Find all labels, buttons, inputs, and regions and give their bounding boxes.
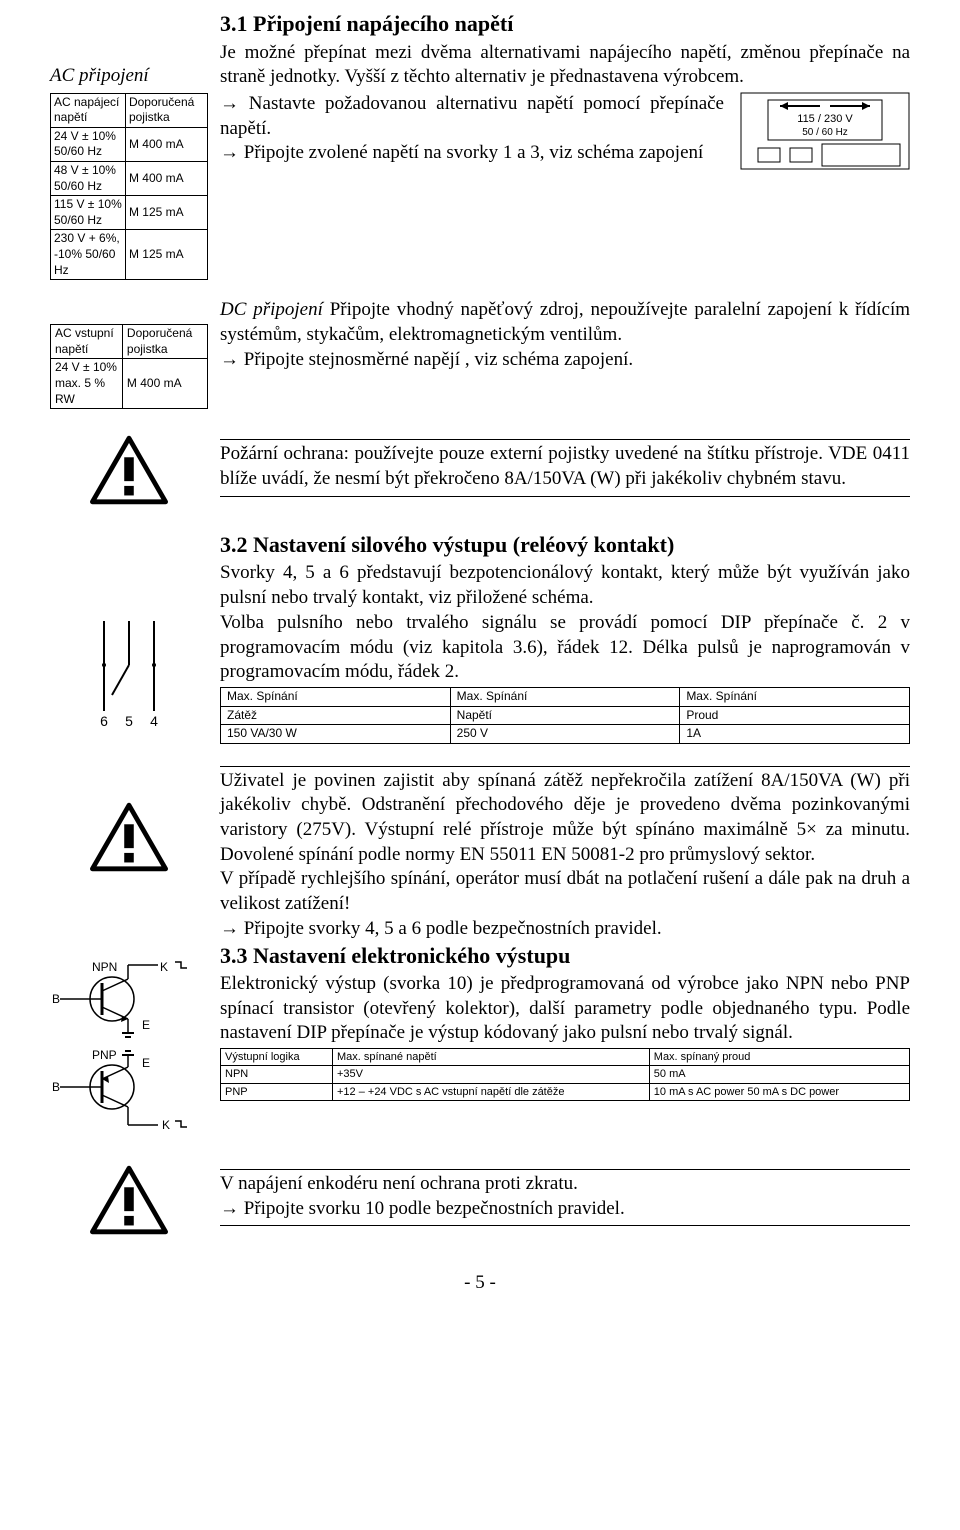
svg-text:5: 5 — [125, 713, 133, 729]
divider — [220, 496, 910, 497]
relay-rating-table: Max. SpínáníMax. SpínáníMax. Spínání Zát… — [220, 687, 910, 744]
bullet-set-alt: Nastavte požadovanou alternativu napětí … — [220, 92, 724, 141]
warning-1-icon-wrap — [50, 435, 220, 513]
warning-icon — [89, 1165, 169, 1243]
p-3-3: Elektronický výstup (svorka 10) je předp… — [220, 972, 910, 1046]
voltage-switch-diagram: 115 / 230 V 50 / 60 Hz — [740, 92, 910, 178]
section-3-1-body: 3.1 Připojení napájecího napětí Je možné… — [220, 10, 910, 178]
divider — [220, 1169, 910, 1170]
dc-section: AC vstupní napětíDoporučená pojistka 24 … — [50, 298, 910, 409]
dc-label: DC připojení — [220, 299, 323, 320]
svg-text:50 / 60 Hz: 50 / 60 Hz — [802, 127, 848, 138]
relay-contact-diagram: 6 5 4 — [84, 621, 174, 731]
warning-3-body: V napájení enkodéru není ochrana proti z… — [220, 1165, 910, 1228]
warn3-text: V napájení enkodéru není ochrana proti z… — [220, 1172, 910, 1197]
warning-1: Požární ochrana: používejte pouze extern… — [50, 435, 910, 513]
divider — [220, 766, 910, 767]
divider — [220, 439, 910, 440]
heading-3-1: 3.1 Připojení napájecího napětí — [220, 10, 910, 39]
body-warn2-3-3: Uživatel je povinen zajistit aby spínaná… — [220, 762, 910, 1101]
ac-fuse-table: AC napájecí napětíDoporučená pojistka 24… — [50, 93, 208, 281]
warning-icon — [89, 802, 169, 880]
svg-text:B: B — [52, 992, 60, 1006]
warn3-bullet: Připojte svorku 10 podle bezpečnostních … — [220, 1197, 910, 1222]
dc-p1: Připojte vhodný napěťový zdroj, nepoužív… — [220, 299, 910, 345]
dc-fuse-table: AC vstupní napětíDoporučená pojistka 24 … — [50, 324, 208, 409]
svg-text:NPN: NPN — [92, 960, 117, 974]
warning-3: V napájení enkodéru není ochrana proti z… — [50, 1165, 910, 1243]
ac-left-col: AC připojení AC napájecí napětíDoporučen… — [50, 10, 220, 280]
warning-icon — [89, 435, 169, 513]
dc-left-col: AC vstupní napětíDoporučená pojistka 24 … — [50, 298, 220, 409]
p-3-2-b: Volba pulsního nebo trvalého signálu se … — [220, 611, 910, 685]
ac-label: AC připojení — [50, 64, 208, 89]
ac-th-1: Doporučená pojistka — [125, 93, 207, 127]
heading-3-3: 3.3 Nastavení elektronického výstupu — [220, 942, 910, 971]
left-col-warn2-trans: NPN K B E PNP B — [50, 762, 220, 1147]
p-3-2-a: Svorky 4, 5 a 6 představují bezpotencion… — [220, 561, 910, 610]
dc-body: DC připojení Připojte vhodný napěťový zd… — [220, 298, 910, 372]
p-3-1-intro: Je možné přepínat mezi dvěma alternativa… — [220, 41, 910, 90]
svg-text:E: E — [142, 1056, 150, 1070]
warn2-bullet: Připojte svorky 4, 5 a 6 podle bezpečnos… — [220, 917, 910, 942]
section-3-1: AC připojení AC napájecí napětíDoporučen… — [50, 10, 910, 280]
relay-diagram-col: 6 5 4 — [50, 531, 220, 731]
transistor-diagram: NPN K B E PNP B — [50, 959, 208, 1147]
section-3-2-body: 3.2 Nastavení silového výstupu (reléový … — [220, 531, 910, 744]
svg-text:115 / 230 V: 115 / 230 V — [797, 113, 853, 125]
bullet-connect-13: Připojte zvolené napětí na svorky 1 a 3,… — [220, 141, 724, 166]
warn2-p1: Uživatel je povinen zajistit aby spínaná… — [220, 769, 910, 868]
section-3-2: 6 5 4 3.2 Nastavení silového výstupu (re… — [50, 531, 910, 744]
heading-3-2: 3.2 Nastavení silového výstupu (reléový … — [220, 531, 910, 560]
page-number: - 5 - — [50, 1271, 910, 1296]
svg-text:K: K — [160, 960, 168, 974]
section-warn2-and-3-3: NPN K B E PNP B — [50, 762, 910, 1147]
ac-th-0: AC napájecí napětí — [51, 93, 126, 127]
warning-1-body: Požární ochrana: používejte pouze extern… — [220, 435, 910, 498]
svg-text:B: B — [52, 1080, 60, 1094]
warn2-p2: V případě rychlejšího spínání, operátor … — [220, 867, 910, 916]
warn1-text: Požární ochrana: používejte pouze extern… — [220, 442, 910, 491]
divider — [220, 1225, 910, 1226]
output-logic-table: Výstupní logikaMax. spínané napětíMax. s… — [220, 1048, 910, 1101]
dc-b1: Připojte stejnosměrné napějí , viz schém… — [220, 348, 910, 373]
svg-text:4: 4 — [150, 713, 158, 729]
svg-text:K: K — [162, 1118, 170, 1132]
svg-text:E: E — [142, 1018, 150, 1032]
svg-text:6: 6 — [100, 713, 108, 729]
svg-text:PNP: PNP — [92, 1048, 117, 1062]
warning-3-icon-wrap — [50, 1165, 220, 1243]
